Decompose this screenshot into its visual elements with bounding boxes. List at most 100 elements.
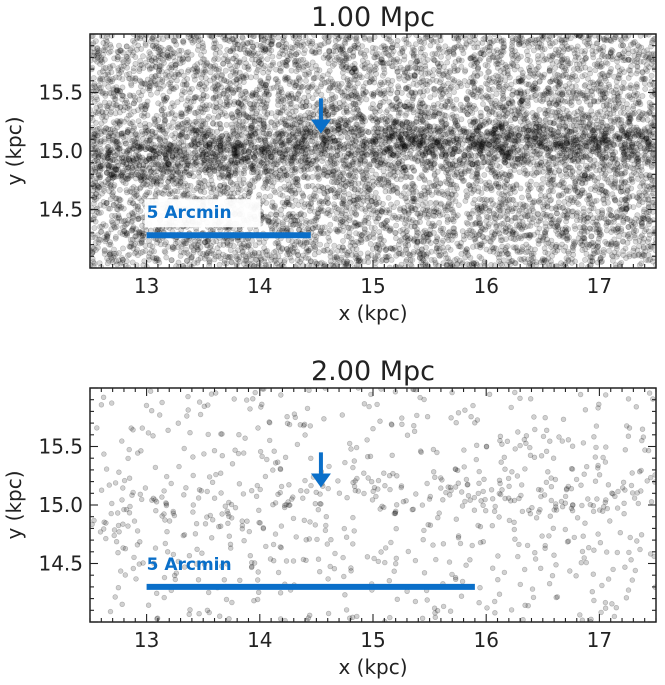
scatter-point [546,100,553,107]
scatter-point [497,195,504,202]
scatter-point [142,158,149,164]
scatter-point [191,95,198,102]
scatter-point [282,77,289,83]
scatter-point [503,151,510,157]
scatter-point [199,109,206,116]
scatter-point [547,197,554,204]
scatter-point [462,166,469,172]
scatter-point [454,260,461,267]
scatter-point [157,63,163,70]
scatter-point [403,215,410,221]
scatter-point [562,166,569,173]
scatter-point [324,172,331,179]
scatter-point [363,96,370,103]
scatter-point [138,233,145,239]
scatter-point [338,256,345,263]
scatter-point [324,184,331,191]
scatter-point [137,122,144,129]
scatter-point [160,168,167,175]
scatter-point [240,79,247,85]
scatter-point [385,177,392,184]
scatter-point [484,235,490,242]
scatter-point [340,238,346,244]
scatter-point [249,165,256,172]
scatter-point [118,130,125,137]
scatter-point [414,112,421,119]
scatter-point [358,74,365,81]
scatter-point [452,198,459,205]
scatter-point [459,162,466,169]
scatter-point [536,106,543,113]
scatter-point [377,233,384,240]
scatter-point [381,79,388,85]
scatter-point [395,152,402,159]
scatter-point [138,92,145,99]
scatter-point [413,118,420,125]
scatter-point [576,193,582,200]
scatter-point [455,202,462,208]
scatter-point [436,219,443,226]
scatter-point [174,177,181,184]
scatter-point [253,89,259,96]
scatter-point [398,128,405,135]
scatter-point [189,122,196,128]
scatter-point [104,260,111,267]
scatter-point [241,148,247,155]
scatter-point [586,132,593,139]
scatter-point [523,111,529,118]
scatter-point [568,95,575,102]
scatter-point [444,219,451,225]
scatter-point [582,129,588,136]
scatter-point [477,178,484,184]
scatter-point [123,187,130,193]
scatter-point [195,238,202,244]
scatter-point [463,41,470,48]
scatter-point [262,168,269,175]
scatter-point [480,101,486,107]
scatter-point [508,235,514,241]
scatter-point [390,119,396,125]
scatter-point [575,201,582,208]
scatter-point [571,66,577,73]
scatter-point [198,52,204,58]
scatter-point [474,174,481,180]
scatter-point [409,180,416,187]
scatter-point [489,161,495,167]
scatter-point [415,140,422,147]
scatter-point [227,173,234,180]
scatter-point [293,213,300,220]
scatter-point [259,142,266,149]
scatter-point [152,161,159,168]
scatter-point [638,112,645,118]
scatter-point [528,94,535,100]
scatter-point [91,200,97,207]
scatter-point [91,225,98,231]
scatter-point [546,167,552,174]
scatter-point [239,35,246,41]
scatter-point [436,128,443,134]
scatter-point [288,67,295,74]
scatter-point [216,261,223,268]
scatter-point [287,184,294,191]
scatter-point [647,157,653,163]
scatter-point [436,107,443,114]
scatter-point [107,241,114,248]
scatter-point [95,82,102,89]
scatter-point [437,163,444,169]
scatter-point [445,54,452,61]
scatter-point [347,172,354,179]
scatter-point [529,152,535,158]
scatter-point [287,44,294,51]
scatter-point [303,77,309,84]
scatter-point [444,49,451,56]
scatter-point [425,236,432,243]
scatter-point [209,144,216,151]
scatter-point [526,67,533,74]
scatter-point [174,99,181,105]
scatter-point [241,56,248,62]
scatter-point [197,59,204,66]
scatter-point [340,66,347,72]
scatter-point [523,202,530,209]
scatter-point [350,137,357,144]
scatter-point [223,121,230,128]
